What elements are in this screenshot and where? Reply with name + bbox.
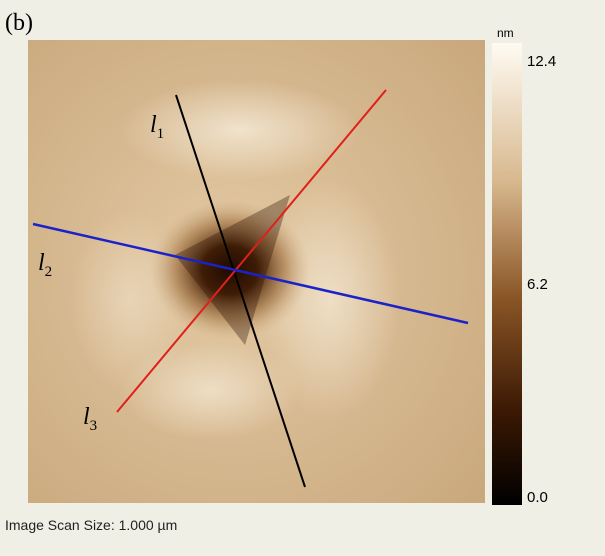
line-letter: l (150, 112, 157, 138)
line-label: l1 (150, 112, 164, 142)
line-letter: l (83, 404, 90, 430)
panel-label: (b) (5, 10, 33, 36)
line-l2 (32, 222, 469, 325)
line-label: l2 (38, 250, 52, 280)
colorbar-unit: nm (497, 26, 514, 40)
line-l1 (175, 94, 306, 488)
line-l3 (116, 89, 387, 413)
line-index: 2 (45, 264, 53, 280)
colorbar-tick: 6.2 (527, 276, 548, 293)
line-label: l3 (83, 404, 97, 434)
caption: Image Scan Size: 1.000 µm (5, 517, 177, 533)
colorbar-tick: 12.4 (527, 53, 556, 70)
line-index: 3 (90, 418, 98, 434)
line-index: 1 (157, 126, 165, 142)
colorbar (492, 43, 522, 505)
colorbar-tick: 0.0 (527, 489, 548, 506)
afm-image (28, 40, 485, 503)
line-letter: l (38, 250, 45, 276)
